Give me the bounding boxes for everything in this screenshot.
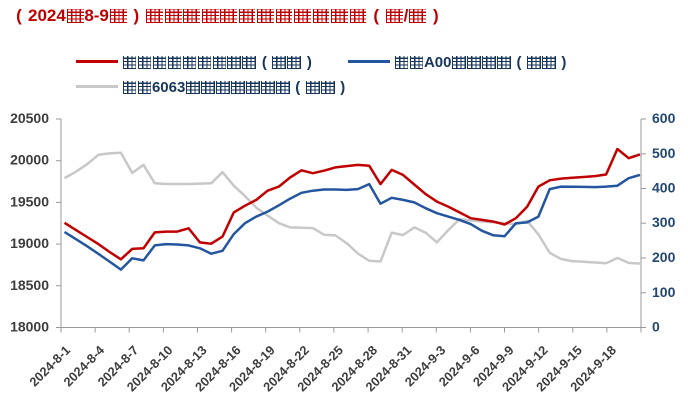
svg-text:18000: 18000 <box>10 319 49 335</box>
svg-text:600: 600 <box>652 110 676 126</box>
svg-text:200: 200 <box>652 249 676 265</box>
svg-text:300: 300 <box>652 214 676 230</box>
svg-text:19000: 19000 <box>10 235 49 251</box>
svg-text:18500: 18500 <box>10 277 49 293</box>
svg-text:100: 100 <box>652 284 676 300</box>
svg-text:19500: 19500 <box>10 193 49 209</box>
svg-text:400: 400 <box>652 180 676 196</box>
svg-text:500: 500 <box>652 145 676 161</box>
svg-text:20000: 20000 <box>10 152 49 168</box>
svg-text:0: 0 <box>652 319 660 335</box>
svg-text:20500: 20500 <box>10 110 49 126</box>
